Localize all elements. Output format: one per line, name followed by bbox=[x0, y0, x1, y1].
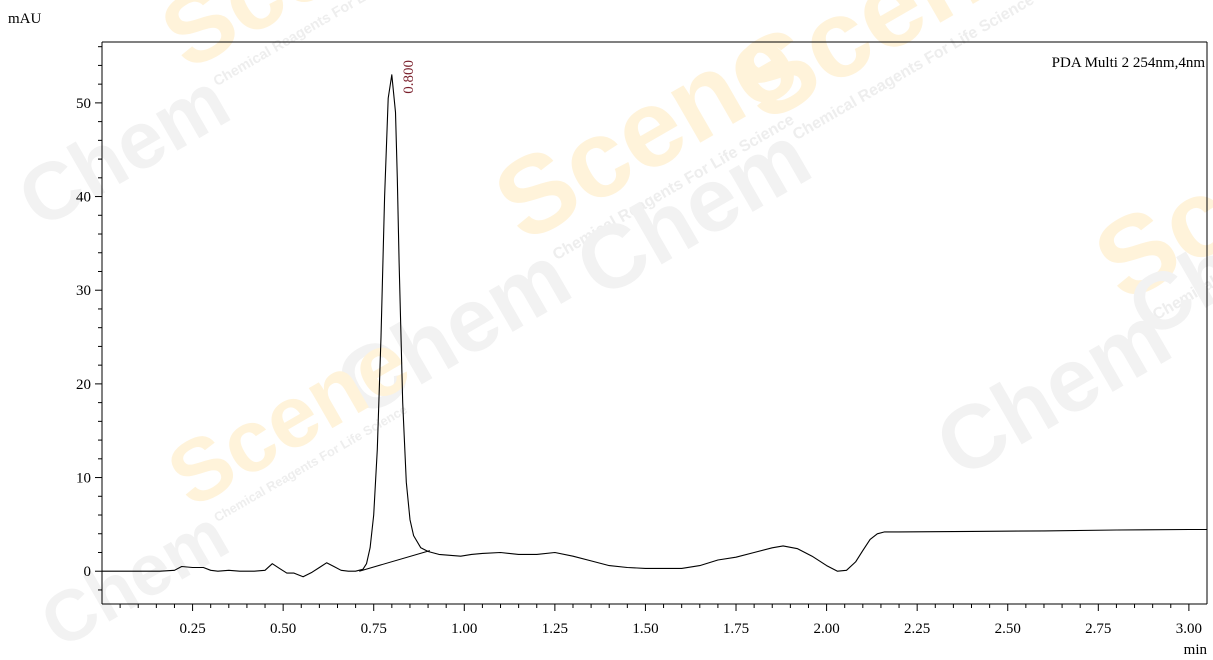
x-tick-label: 1.75 bbox=[723, 621, 749, 637]
x-tick-label: 1.50 bbox=[632, 621, 658, 637]
y-tick-label: 40 bbox=[76, 190, 91, 206]
x-tick-label: 1.25 bbox=[542, 621, 568, 637]
x-axis-unit-label: min bbox=[1184, 642, 1208, 658]
x-tick-label: 2.25 bbox=[904, 621, 930, 637]
x-tick-label: 2.50 bbox=[995, 621, 1021, 637]
y-tick-label: 10 bbox=[76, 471, 91, 487]
plot-axes bbox=[101, 41, 1208, 605]
x-tick-label: 1.00 bbox=[451, 621, 477, 637]
y-axis-unit-label: mAU bbox=[8, 11, 42, 27]
peak-baseline bbox=[359, 550, 431, 572]
y-tick-label: 30 bbox=[76, 283, 91, 299]
x-tick-label: 0.25 bbox=[179, 621, 205, 637]
x-axis-ticks: 0.25 0.50 0.75 1.00 1.25 1.50 1.75 2.00 2.25 2.50… bbox=[119, 604, 1202, 637]
y-tick-label: 50 bbox=[76, 96, 91, 112]
y-tick-label: 0 bbox=[84, 564, 92, 580]
plot-area: 0.800 bbox=[102, 60, 1207, 578]
x-tick-label: 2.00 bbox=[813, 621, 839, 637]
chromatogram-trace bbox=[102, 74, 1207, 578]
y-tick-label: 20 bbox=[76, 377, 91, 393]
legend-label: PDA Multi 2 254nm,4nm bbox=[1052, 55, 1206, 71]
x-tick-label: 3.00 bbox=[1176, 621, 1202, 637]
x-tick-label: 2.75 bbox=[1085, 621, 1111, 637]
x-tick-label: 0.75 bbox=[361, 621, 387, 637]
y-axis-ticks: 0 10 20 30 40 50 bbox=[76, 46, 102, 591]
x-tick-label: 0.50 bbox=[270, 621, 296, 637]
peak-label: 0.800 bbox=[401, 60, 417, 94]
